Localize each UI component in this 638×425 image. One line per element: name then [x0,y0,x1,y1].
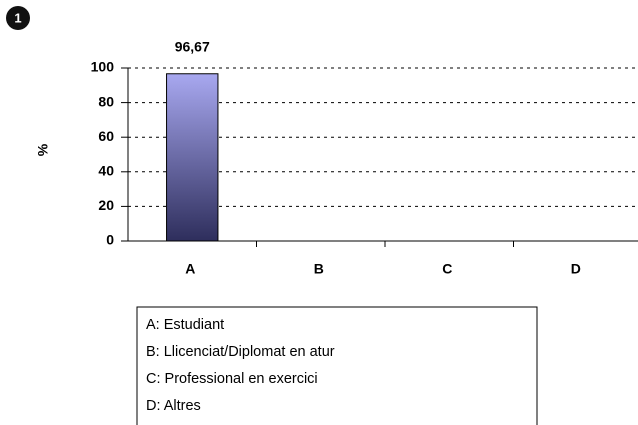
badge-number: 1 [14,10,21,25]
value-label: 96,67 [175,38,210,54]
y-tick-label: 60 [98,128,114,144]
legend-entry: A: Estudiant [146,317,224,333]
legend-entry: C: Professional en exercici [146,371,318,387]
x-tick-label: A [185,261,195,277]
y-tick-label: 100 [91,59,115,75]
y-tick-label: 80 [98,93,114,109]
x-tick-label: B [314,261,324,277]
legend-entry: D: Altres [146,398,201,414]
y-axis-label: % [35,143,51,156]
legend-box [136,306,538,425]
legend-entry: B: Llicenciat/Diplomat en atur [146,344,335,360]
x-tick-label: D [571,261,581,277]
y-tick-label: 0 [106,232,114,248]
y-tick-label: 40 [98,163,114,179]
badge-circle [6,6,30,30]
x-tick-label: C [442,261,452,277]
bar [166,73,219,242]
y-tick-label: 20 [98,197,114,213]
